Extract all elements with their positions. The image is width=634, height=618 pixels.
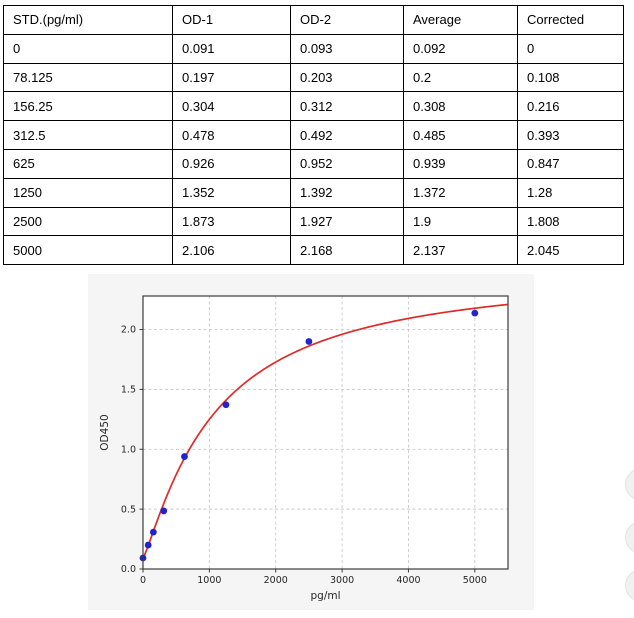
table-cell: 1.9 — [403, 206, 518, 237]
table-cell: 0 — [3, 33, 173, 64]
table-cell: 1.372 — [403, 177, 518, 208]
table-cell: 5000 — [3, 235, 173, 266]
x-axis-label: pg/ml — [310, 590, 340, 602]
table-row: 312.5 0.478 0.492 0.485 0.393 — [3, 120, 624, 150]
data-point — [222, 401, 230, 409]
table-cell: 625 — [3, 148, 173, 179]
table-cell: 0.091 — [172, 33, 291, 64]
table-cell: 0.2 — [403, 62, 518, 93]
standards-table: STD.(pg/ml) OD-1 OD-2 Average Corrected 0 0.0… — [3, 5, 624, 266]
x-tick-label: 3000 — [330, 575, 354, 586]
y-axis-label: OD450 — [99, 414, 111, 450]
table-cell: 0.216 — [517, 91, 624, 122]
table-cell: 312.5 — [3, 120, 173, 150]
table-cell: 0.393 — [517, 120, 624, 150]
table-cell: 1.873 — [172, 206, 291, 237]
table-row: 0 0.091 0.093 0.092 0 — [3, 33, 624, 64]
table-cell: 0.847 — [517, 148, 624, 179]
table-cell: 0.478 — [172, 120, 291, 150]
edge-floating-button-1[interactable] — [625, 468, 634, 501]
table-cell: 0.312 — [290, 91, 404, 122]
table-cell: 1.28 — [517, 177, 624, 208]
table-cell: 0 — [517, 33, 624, 64]
table-row: 2500 1.873 1.927 1.9 1.808 — [3, 206, 624, 237]
fit-curve — [142, 303, 509, 559]
data-point — [181, 453, 188, 460]
table-cell: 156.25 — [3, 91, 173, 122]
table-cell: 0.108 — [517, 62, 624, 93]
standards-table-body: 0 0.091 0.093 0.092 0 78.125 0.197 0.203 0.2 0.10… — [3, 33, 624, 266]
table-cell: 0.926 — [172, 148, 291, 179]
table-cell: 2500 — [3, 206, 173, 237]
table-row: 5000 2.106 2.168 2.137 2.045 — [3, 235, 624, 266]
header-cell: OD-1 — [172, 5, 291, 35]
y-tick-label: 1.5 — [121, 385, 136, 396]
table-header-row: STD.(pg/ml) OD-1 OD-2 Average Corrected — [3, 5, 624, 35]
table-cell: 0.492 — [290, 120, 404, 150]
table-cell: 0.093 — [290, 33, 404, 64]
edge-floating-button-2[interactable] — [625, 521, 634, 554]
data-point — [149, 528, 157, 536]
x-tick-label: 5000 — [463, 575, 487, 586]
table-cell: 2.106 — [172, 235, 291, 266]
plot-border — [142, 295, 509, 570]
table-cell: 1.392 — [290, 177, 404, 208]
x-tick-label: 0 — [140, 575, 146, 586]
table-cell: 2.137 — [403, 235, 518, 266]
table-cell: 0.203 — [290, 62, 404, 93]
table-cell: 0.485 — [403, 120, 518, 150]
table-row: 156.25 0.304 0.312 0.308 0.216 — [3, 91, 624, 122]
data-point — [305, 338, 313, 345]
table-cell: 1250 — [3, 177, 173, 208]
plot-area — [143, 296, 508, 569]
table-cell: 0.308 — [403, 91, 518, 122]
table-cell: 0.939 — [403, 148, 518, 179]
table-cell: 2.045 — [517, 235, 624, 266]
header-cell: Corrected — [517, 5, 624, 35]
table-row: 78.125 0.197 0.203 0.2 0.108 — [3, 62, 624, 93]
x-tick-label: 4000 — [396, 575, 420, 586]
y-tick-label: 2.0 — [121, 325, 136, 336]
table-cell: 0.197 — [172, 62, 291, 93]
y-tick-label: 0.5 — [121, 504, 136, 515]
edge-floating-button-3[interactable] — [625, 569, 634, 602]
table-cell: 1.352 — [172, 177, 291, 208]
table-cell: 0.304 — [172, 91, 291, 122]
header-cell: Average — [403, 5, 518, 35]
table-row: 625 0.926 0.952 0.939 0.847 — [3, 148, 624, 179]
x-tick-label: 1000 — [197, 575, 221, 586]
table-cell: 1.927 — [290, 206, 404, 237]
data-point — [144, 541, 152, 549]
table-row: 1250 1.352 1.392 1.372 1.28 — [3, 177, 624, 208]
standard-curve-figure: 0 1000 2000 3000 4000 5000 0.0 0.5 1.0 1.5 2.0 pg/m… — [88, 274, 534, 610]
standard-curve-chart: 0 1000 2000 3000 4000 5000 0.0 0.5 1.0 1.5 2.0 pg/m… — [99, 295, 509, 602]
table-cell: 0.952 — [290, 148, 404, 179]
x-tick-label: 2000 — [264, 575, 288, 586]
table-cell: 2.168 — [290, 235, 404, 266]
header-cell: OD-2 — [290, 5, 404, 35]
standards-table-head: STD.(pg/ml) OD-1 OD-2 Average Corrected — [3, 5, 624, 35]
y-tick-label: 1.0 — [121, 444, 136, 455]
data-point — [160, 507, 168, 515]
data-point — [471, 309, 479, 317]
table-cell: 1.808 — [517, 206, 624, 237]
y-tick-label: 0.0 — [121, 564, 136, 575]
header-cell: STD.(pg/ml) — [3, 5, 173, 35]
table-cell: 78.125 — [3, 62, 173, 93]
table-cell: 0.092 — [403, 33, 518, 64]
